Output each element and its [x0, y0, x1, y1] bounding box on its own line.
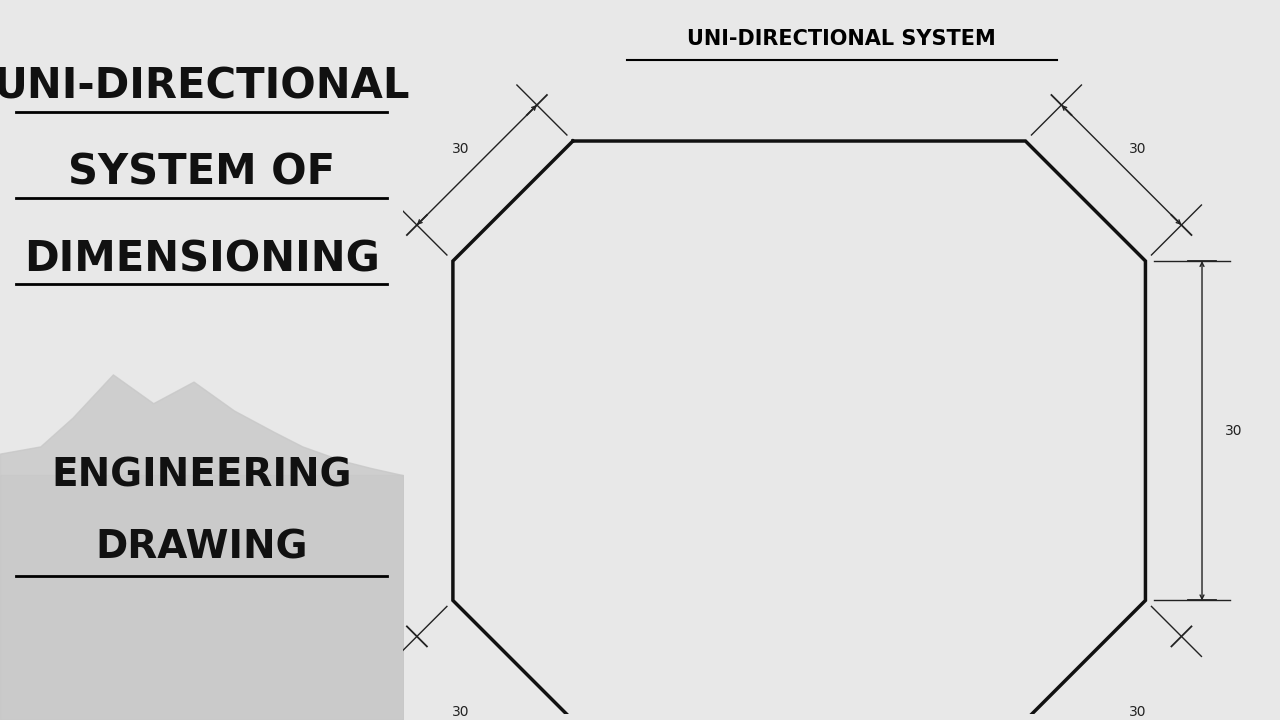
Text: ENGINEERING: ENGINEERING	[51, 456, 352, 494]
Text: DIMENSIONING: DIMENSIONING	[23, 238, 380, 280]
Text: DRAWING: DRAWING	[95, 528, 308, 566]
Text: 30: 30	[1129, 706, 1146, 719]
Text: 30: 30	[452, 706, 470, 719]
Text: UNI-DIRECTIONAL SYSTEM: UNI-DIRECTIONAL SYSTEM	[687, 29, 996, 49]
Text: 30: 30	[452, 142, 470, 156]
Text: SYSTEM OF: SYSTEM OF	[68, 152, 335, 194]
Text: 30: 30	[1225, 423, 1242, 438]
Text: UNI-DIRECTIONAL: UNI-DIRECTIONAL	[0, 66, 410, 107]
Text: 30: 30	[1129, 142, 1146, 156]
